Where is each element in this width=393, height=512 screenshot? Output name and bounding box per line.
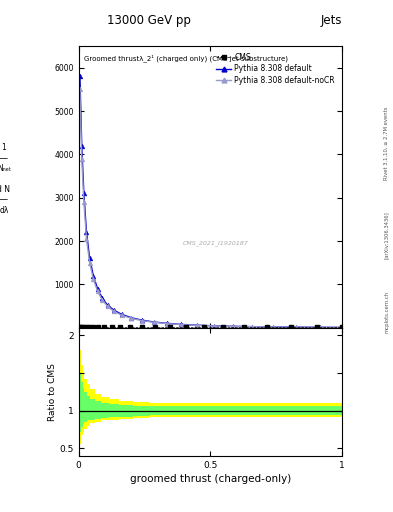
CMS bbox=[84, 324, 88, 330]
Pythia 8.308 default bbox=[271, 324, 276, 330]
Pythia 8.308 default bbox=[230, 323, 235, 329]
Pythia 8.308 default-noCR bbox=[91, 276, 96, 282]
CMS bbox=[265, 324, 270, 330]
CMS bbox=[221, 324, 226, 330]
Pythia 8.308 default-noCR bbox=[81, 199, 86, 205]
Pythia 8.308 default-noCR bbox=[79, 156, 84, 162]
CMS bbox=[152, 324, 157, 330]
Pythia 8.308 default bbox=[95, 286, 100, 292]
CMS bbox=[184, 324, 188, 330]
X-axis label: groomed thrust (charged-only): groomed thrust (charged-only) bbox=[130, 474, 291, 484]
Pythia 8.308 default bbox=[129, 315, 134, 321]
CMS bbox=[128, 324, 132, 330]
Line: Pythia 8.308 default-noCR: Pythia 8.308 default-noCR bbox=[77, 87, 344, 330]
CMS bbox=[79, 324, 84, 330]
Pythia 8.308 default bbox=[81, 190, 86, 197]
Pythia 8.308 default bbox=[87, 255, 92, 262]
Text: Groomed thrustλ_2¹ (charged only) (CMS jet substructure): Groomed thrustλ_2¹ (charged only) (CMS j… bbox=[84, 55, 288, 62]
Pythia 8.308 default-noCR bbox=[164, 321, 169, 327]
Pythia 8.308 default bbox=[77, 73, 82, 79]
CMS bbox=[242, 324, 247, 330]
Pythia 8.308 default bbox=[84, 229, 89, 236]
CMS bbox=[96, 324, 101, 330]
Pythia 8.308 default bbox=[100, 295, 105, 301]
Pythia 8.308 default bbox=[317, 324, 322, 330]
Pythia 8.308 default-noCR bbox=[179, 322, 184, 328]
Line: Pythia 8.308 default: Pythia 8.308 default bbox=[77, 74, 344, 330]
CMS bbox=[102, 324, 107, 330]
Text: 13000 GeV pp: 13000 GeV pp bbox=[107, 14, 191, 27]
Pythia 8.308 default bbox=[212, 323, 217, 329]
Pythia 8.308 default-noCR bbox=[87, 260, 92, 266]
CMS bbox=[118, 324, 123, 330]
CMS bbox=[202, 324, 206, 330]
Pythia 8.308 default-noCR bbox=[77, 87, 82, 93]
Pythia 8.308 default-noCR bbox=[250, 324, 255, 330]
Pythia 8.308 default-noCR bbox=[294, 324, 298, 330]
Pythia 8.308 default-noCR bbox=[317, 324, 322, 330]
Pythia 8.308 default-noCR bbox=[151, 319, 156, 326]
Pythia 8.308 default-noCR bbox=[84, 236, 89, 242]
Pythia 8.308 default bbox=[195, 322, 200, 328]
Pythia 8.308 default bbox=[294, 324, 298, 330]
CMS bbox=[315, 324, 320, 330]
Pythia 8.308 default-noCR bbox=[340, 325, 344, 331]
Pythia 8.308 default-noCR bbox=[195, 322, 200, 328]
Pythia 8.308 default-noCR bbox=[212, 323, 217, 329]
CMS bbox=[109, 324, 114, 330]
Pythia 8.308 default-noCR bbox=[100, 297, 105, 303]
Line: CMS: CMS bbox=[78, 326, 343, 329]
Pythia 8.308 default-noCR bbox=[105, 304, 110, 310]
Text: Jets: Jets bbox=[320, 14, 342, 27]
CMS bbox=[81, 324, 86, 330]
CMS bbox=[167, 324, 172, 330]
Text: [arXiv:1306.3436]: [arXiv:1306.3436] bbox=[384, 211, 389, 260]
Pythia 8.308 default bbox=[140, 317, 144, 323]
Pythia 8.308 default-noCR bbox=[230, 323, 235, 329]
Pythia 8.308 default-noCR bbox=[129, 315, 134, 322]
Pythia 8.308 default-noCR bbox=[140, 317, 144, 324]
Pythia 8.308 default bbox=[164, 321, 169, 327]
Text: mcplots.cern.ch: mcplots.cern.ch bbox=[384, 291, 389, 333]
CMS bbox=[77, 324, 82, 330]
Pythia 8.308 default bbox=[120, 311, 125, 317]
Pythia 8.308 default bbox=[250, 324, 255, 330]
Pythia 8.308 default-noCR bbox=[112, 308, 116, 314]
Pythia 8.308 default-noCR bbox=[120, 312, 125, 318]
Text: 1
―
Nₙₑₜ

d N
―
dλ: 1 ― Nₙₑₜ d N ― dλ bbox=[0, 143, 11, 215]
Pythia 8.308 default-noCR bbox=[95, 288, 100, 294]
Pythia 8.308 default bbox=[91, 272, 96, 279]
CMS bbox=[289, 324, 294, 330]
Pythia 8.308 default-noCR bbox=[271, 324, 276, 330]
CMS bbox=[91, 324, 96, 330]
Text: Rivet 3.1.10, ≥ 2.7M events: Rivet 3.1.10, ≥ 2.7M events bbox=[384, 106, 389, 180]
Pythia 8.308 default bbox=[340, 324, 344, 330]
Text: CMS_2021_I1920187: CMS_2021_I1920187 bbox=[183, 240, 248, 246]
Pythia 8.308 default bbox=[112, 307, 116, 313]
Legend: CMS, Pythia 8.308 default, Pythia 8.308 default-noCR: CMS, Pythia 8.308 default, Pythia 8.308 … bbox=[213, 50, 338, 88]
CMS bbox=[340, 324, 344, 330]
Pythia 8.308 default bbox=[79, 143, 84, 149]
CMS bbox=[87, 324, 92, 330]
CMS bbox=[140, 324, 144, 330]
Pythia 8.308 default bbox=[105, 302, 110, 308]
Pythia 8.308 default bbox=[179, 322, 184, 328]
Pythia 8.308 default bbox=[151, 319, 156, 325]
Y-axis label: Ratio to CMS: Ratio to CMS bbox=[48, 362, 57, 421]
